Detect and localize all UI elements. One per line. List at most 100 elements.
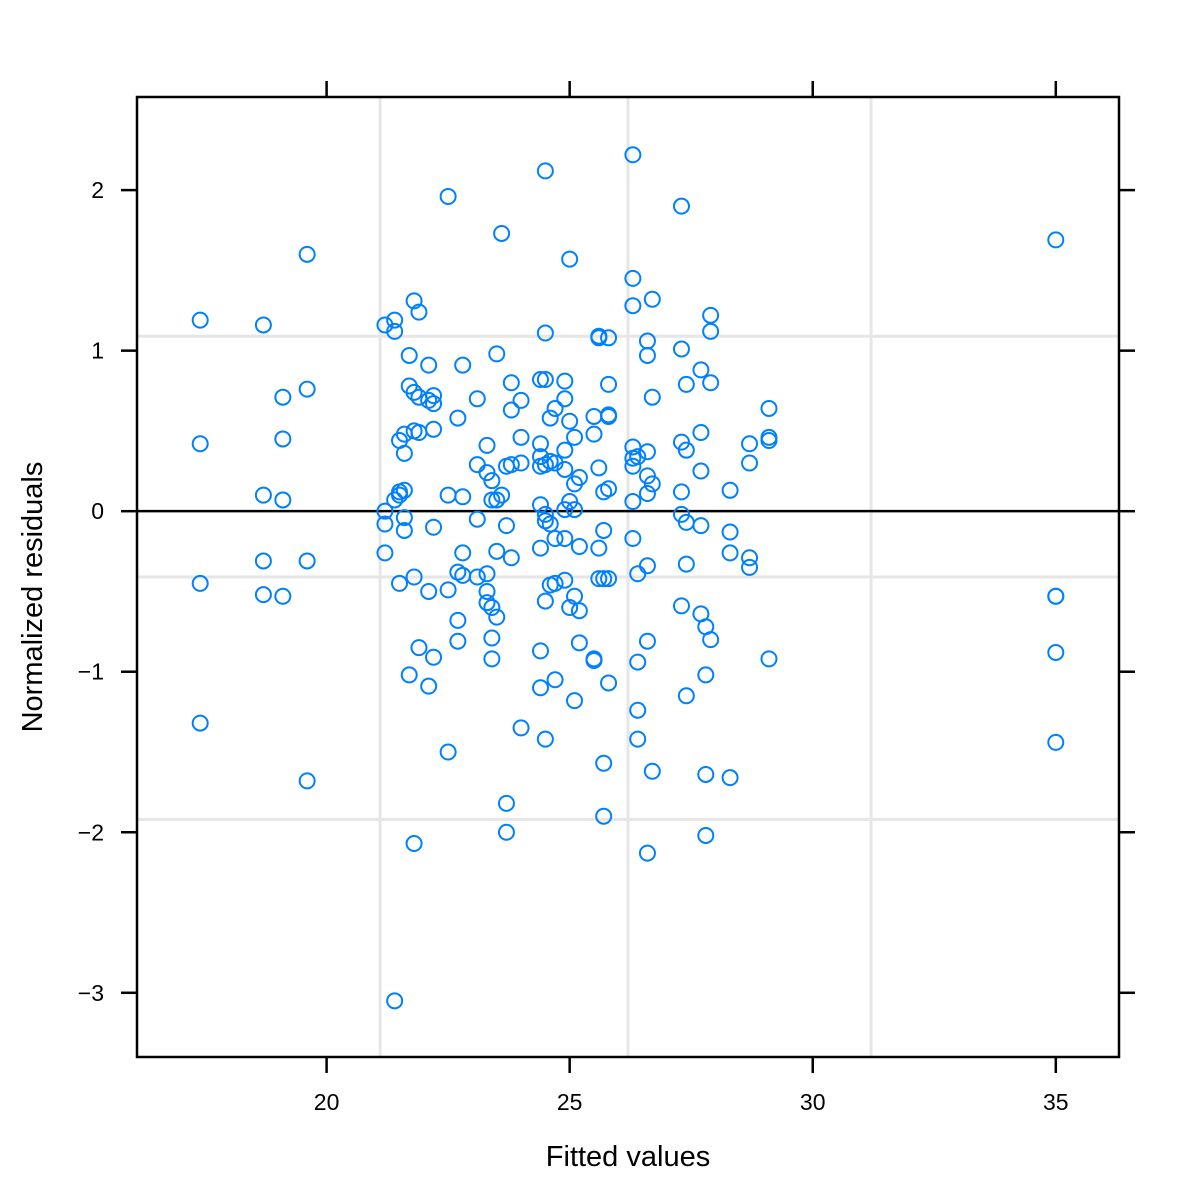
y-tick-label: 0 xyxy=(91,498,104,524)
data-point xyxy=(425,387,443,405)
data-point xyxy=(298,245,316,263)
data-point xyxy=(449,409,467,427)
x-tick-label: 30 xyxy=(800,1089,826,1115)
data-point xyxy=(439,486,457,504)
data-point xyxy=(531,496,549,514)
data-point xyxy=(298,380,316,398)
data-point xyxy=(600,329,618,347)
data-point xyxy=(531,642,549,660)
data-point xyxy=(391,574,409,592)
data-point xyxy=(468,390,486,408)
data-point xyxy=(478,436,496,454)
data-point xyxy=(585,650,603,668)
data-point xyxy=(624,529,642,547)
data-point xyxy=(191,714,209,732)
data-point xyxy=(502,456,520,474)
data-point xyxy=(677,375,695,393)
data-point xyxy=(629,448,647,466)
data-point xyxy=(454,544,472,562)
axis-ticks: 20 25 30 35 −3 −2 −1 0 1 2 xyxy=(78,81,1135,1115)
data-point xyxy=(570,537,588,555)
data-point xyxy=(585,407,603,425)
data-point xyxy=(541,409,559,427)
data-point xyxy=(760,399,778,417)
data-point xyxy=(439,743,457,761)
data-point xyxy=(536,162,554,180)
data-point xyxy=(590,570,608,588)
data-point xyxy=(624,457,642,475)
data-point xyxy=(638,844,656,862)
data-point xyxy=(536,730,554,748)
y-tick-label: −2 xyxy=(78,819,104,845)
data-point xyxy=(585,425,603,443)
data-point xyxy=(531,371,549,389)
data-point xyxy=(643,388,661,406)
data-point xyxy=(566,428,584,446)
data-point xyxy=(483,472,501,490)
data-point xyxy=(556,441,574,459)
plot-frame xyxy=(135,95,1121,1059)
data-point xyxy=(254,316,272,334)
data-point xyxy=(391,486,409,504)
data-point xyxy=(478,594,496,612)
data-point xyxy=(760,432,778,450)
data-point xyxy=(376,502,394,520)
data-point xyxy=(395,481,413,499)
data-point xyxy=(400,346,418,364)
data-point xyxy=(643,290,661,308)
y-tick-label: 1 xyxy=(91,338,104,364)
data-point xyxy=(760,650,778,668)
data-point xyxy=(600,570,618,588)
data-point xyxy=(298,552,316,570)
data-point xyxy=(566,692,584,710)
data-point xyxy=(512,719,530,737)
data-point xyxy=(741,558,759,576)
data-point xyxy=(483,599,501,617)
data-point xyxy=(546,574,564,592)
data-point xyxy=(595,483,613,501)
y-tick-label: −3 xyxy=(78,980,104,1006)
data-point xyxy=(721,544,739,562)
data-point xyxy=(531,435,549,453)
data-point xyxy=(420,677,438,695)
data-point xyxy=(692,424,710,442)
data-point xyxy=(590,459,608,477)
data-point xyxy=(624,493,642,511)
data-point xyxy=(454,488,472,506)
data-point xyxy=(590,539,608,557)
data-point xyxy=(420,582,438,600)
data-point xyxy=(556,460,574,478)
data-point xyxy=(697,765,715,783)
data-point xyxy=(497,794,515,812)
data-point xyxy=(570,634,588,652)
data-point xyxy=(410,303,428,321)
data-point xyxy=(449,611,467,629)
data-point xyxy=(502,374,520,392)
data-point xyxy=(254,486,272,504)
data-point xyxy=(454,356,472,374)
data-point xyxy=(425,395,443,413)
data-point xyxy=(405,834,423,852)
data-point xyxy=(191,574,209,592)
data-point xyxy=(439,581,457,599)
data-point xyxy=(488,542,506,560)
data-point xyxy=(561,250,579,268)
data-point xyxy=(497,517,515,535)
data-point xyxy=(405,383,423,401)
data-point xyxy=(672,197,690,215)
data-point xyxy=(672,597,690,615)
data-point xyxy=(624,269,642,287)
data-point xyxy=(546,399,564,417)
data-point xyxy=(600,375,618,393)
data-point xyxy=(629,653,647,671)
y-tick-label: 2 xyxy=(91,177,104,203)
data-point xyxy=(677,687,695,705)
data-point xyxy=(546,529,564,547)
data-point xyxy=(386,992,404,1010)
data-point xyxy=(536,324,554,342)
data-point xyxy=(1047,643,1065,661)
data-point xyxy=(556,390,574,408)
data-point xyxy=(672,340,690,358)
data-point xyxy=(376,544,394,562)
data-point xyxy=(488,491,506,509)
